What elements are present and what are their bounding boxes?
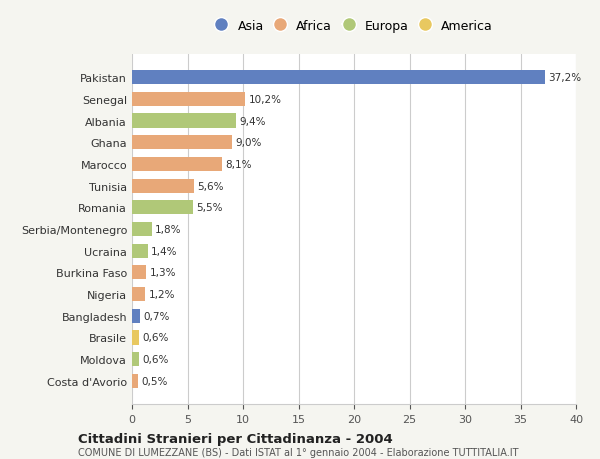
Bar: [132, 330, 139, 345]
Text: 1,8%: 1,8%: [155, 224, 182, 235]
Bar: [132, 114, 236, 129]
Text: 37,2%: 37,2%: [548, 73, 581, 83]
Text: 1,4%: 1,4%: [151, 246, 178, 256]
Bar: [132, 374, 137, 388]
Bar: [132, 93, 245, 106]
Text: 5,5%: 5,5%: [196, 203, 223, 213]
Bar: [132, 71, 545, 85]
Text: 10,2%: 10,2%: [248, 95, 281, 105]
Text: 0,5%: 0,5%: [141, 376, 167, 386]
Text: 8,1%: 8,1%: [225, 160, 252, 169]
Text: 9,4%: 9,4%: [239, 116, 266, 126]
Text: 9,0%: 9,0%: [235, 138, 262, 148]
Bar: [132, 157, 222, 172]
Text: 1,2%: 1,2%: [149, 290, 175, 299]
Text: 1,3%: 1,3%: [150, 268, 176, 278]
Text: Cittadini Stranieri per Cittadinanza - 2004: Cittadini Stranieri per Cittadinanza - 2…: [78, 432, 393, 445]
Legend: Asia, Africa, Europa, America: Asia, Africa, Europa, America: [211, 16, 497, 36]
Bar: [132, 287, 145, 302]
Text: 0,7%: 0,7%: [143, 311, 169, 321]
Text: 0,6%: 0,6%: [142, 333, 169, 343]
Bar: [132, 309, 140, 323]
Text: COMUNE DI LUMEZZANE (BS) - Dati ISTAT al 1° gennaio 2004 - Elaborazione TUTTITAL: COMUNE DI LUMEZZANE (BS) - Dati ISTAT al…: [78, 447, 518, 457]
Bar: [132, 353, 139, 366]
Bar: [132, 266, 146, 280]
Text: 5,6%: 5,6%: [197, 181, 224, 191]
Bar: [132, 223, 152, 236]
Bar: [132, 136, 232, 150]
Bar: [132, 179, 194, 193]
Bar: [132, 201, 193, 215]
Text: 0,6%: 0,6%: [142, 354, 169, 364]
Bar: [132, 244, 148, 258]
